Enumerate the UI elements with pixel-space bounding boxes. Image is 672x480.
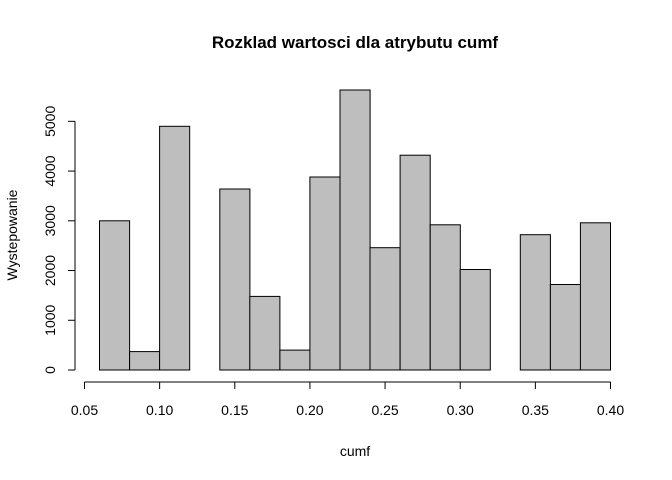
histogram-bar xyxy=(399,154,431,371)
histogram-bar xyxy=(219,188,251,371)
x-tick-label: 0.30 xyxy=(447,402,474,418)
histogram-bar xyxy=(339,89,371,371)
x-tick-label: 0.05 xyxy=(71,402,98,418)
x-tick-label: 0.25 xyxy=(371,402,398,418)
histogram-bar xyxy=(249,295,281,371)
x-tick-label: 0.40 xyxy=(597,402,624,418)
x-tick-label: 0.35 xyxy=(522,402,549,418)
y-axis: 0 1000 2000 3000 4000 5000 xyxy=(42,106,76,374)
histogram-bar xyxy=(549,284,582,371)
x-tick-label: 0.20 xyxy=(296,402,323,418)
histogram-bar xyxy=(369,247,401,371)
histogram-bar xyxy=(459,269,491,371)
y-tick-label: 5000 xyxy=(42,106,58,137)
x-tick-label: 0.10 xyxy=(146,402,173,418)
histogram-bar xyxy=(99,220,131,371)
y-tick-label: 3000 xyxy=(42,205,58,236)
x-axis-label: cumf xyxy=(340,443,370,459)
histogram-bar xyxy=(429,224,461,371)
x-axis: 0.05 0.10 0.15 0.20 0.25 0.30 0.35 0.40 xyxy=(71,381,624,418)
y-axis-label: Wystepowanie xyxy=(4,189,20,280)
y-tick-label: 4000 xyxy=(42,155,58,186)
histogram-bar xyxy=(579,222,612,371)
y-tick-label: 0 xyxy=(42,366,58,374)
histogram-bar xyxy=(279,349,311,371)
histogram-bar xyxy=(519,234,551,371)
y-tick-label: 2000 xyxy=(42,255,58,286)
chart-title: Rozklad wartosci dla atrybutu cumf xyxy=(212,33,499,52)
x-tick-label: 0.15 xyxy=(221,402,248,418)
histogram-bar xyxy=(159,125,191,371)
histogram-bar xyxy=(129,351,161,371)
bars-group xyxy=(99,89,612,371)
y-tick-label: 1000 xyxy=(42,304,58,335)
histogram-bar xyxy=(309,176,341,371)
